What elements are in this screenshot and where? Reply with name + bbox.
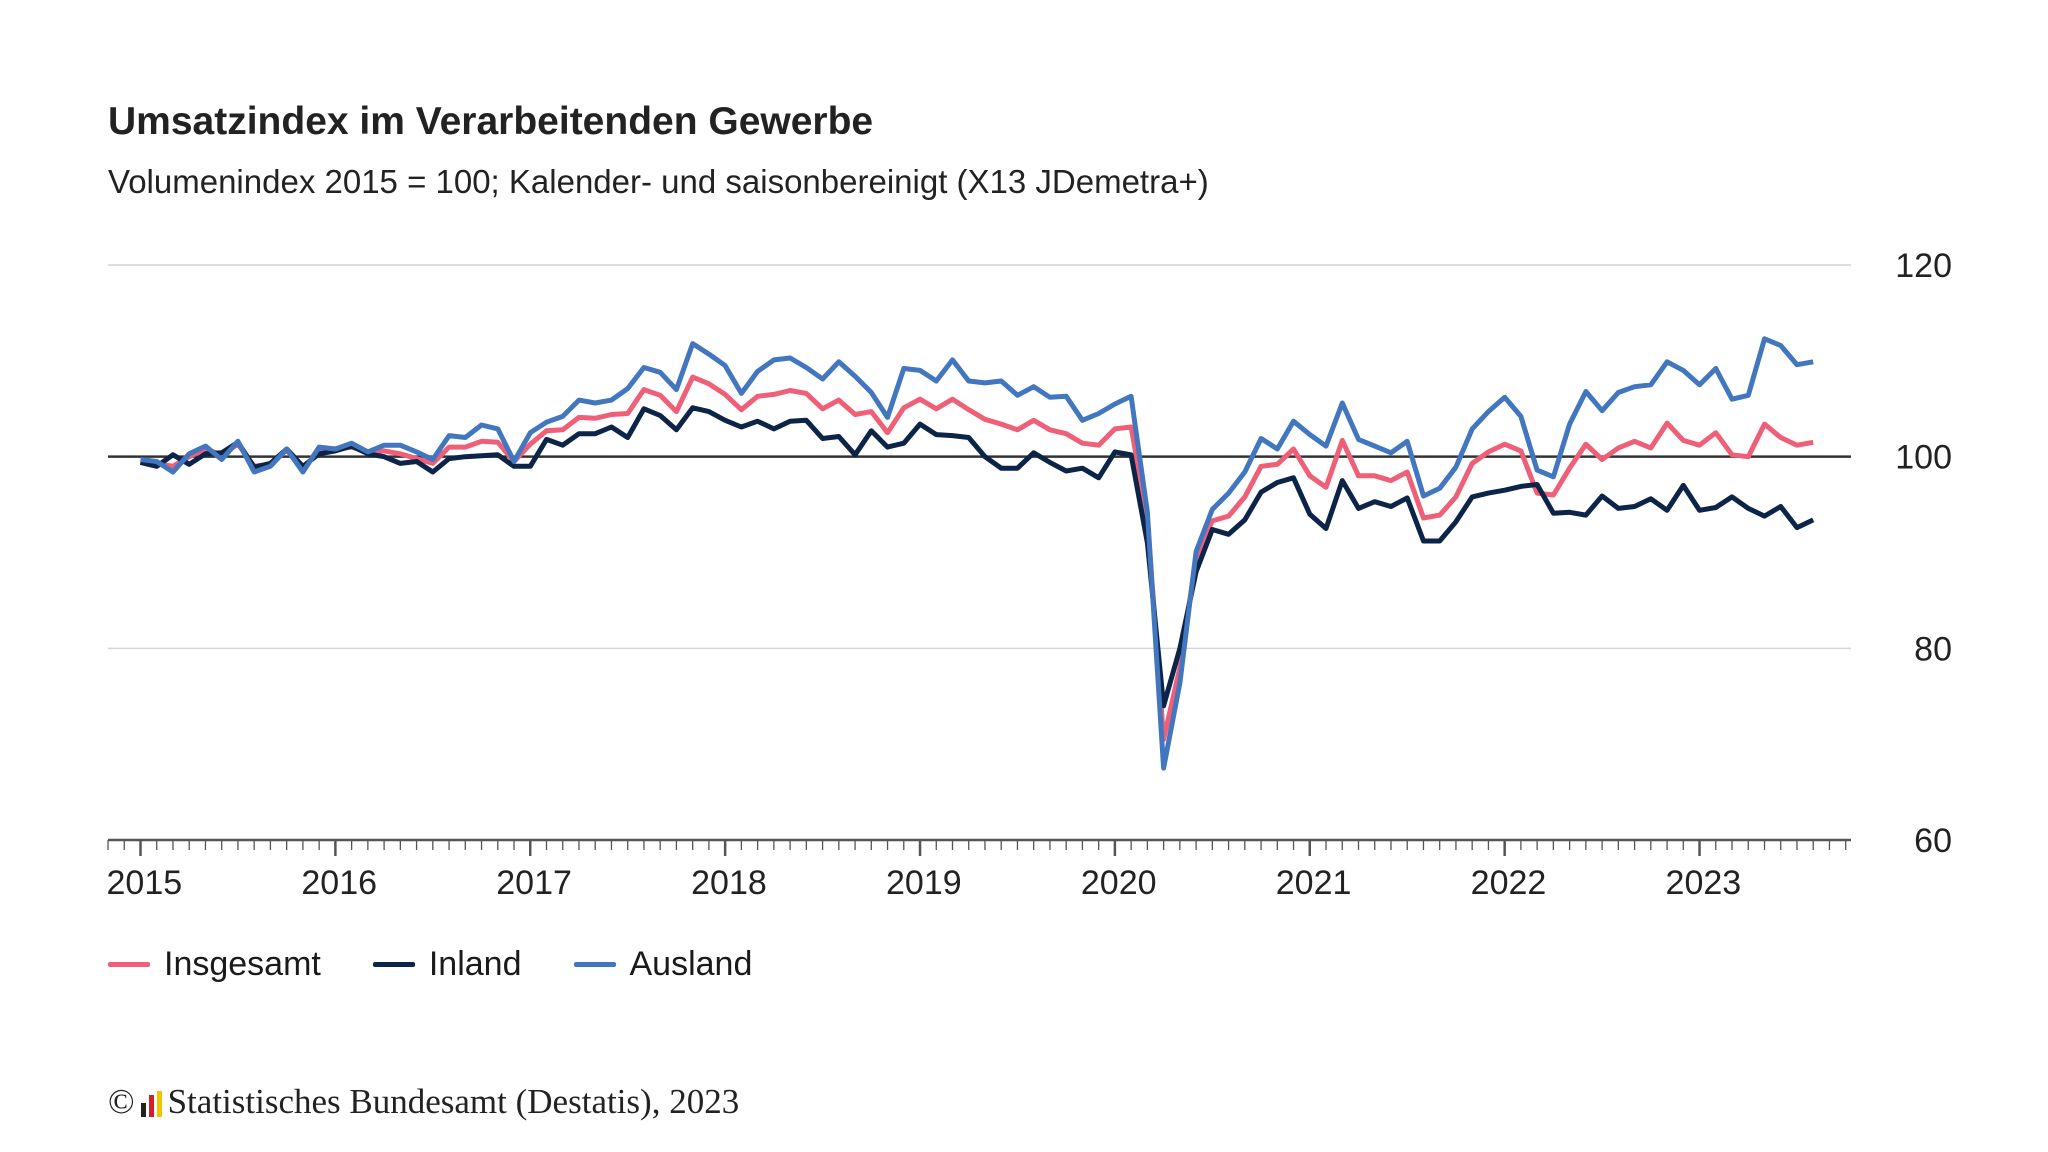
y-tick-label: 120: [1895, 247, 1952, 285]
legend-item-ausland[interactable]: Ausland: [573, 945, 753, 984]
chart-subtitle: Volumenindex 2015 = 100; Kalender- und s…: [108, 163, 1209, 200]
y-tick-label: 60: [1914, 822, 1952, 860]
chart-title: Umsatzindex im Verarbeitenden Gewerbe: [108, 100, 874, 143]
legend-swatch: [108, 962, 150, 967]
legend-label: Inland: [428, 945, 522, 983]
y-tick-label: 100: [1895, 439, 1952, 477]
destatis-logo-icon: [140, 1091, 162, 1117]
legend-label: Insgesamt: [164, 945, 321, 983]
series-line-inland: [139, 405, 1815, 709]
series-line-ausland: [140, 336, 1814, 771]
copyright-symbol: ©: [108, 1082, 135, 1121]
x-axis: [107, 838, 1851, 856]
legend-label: Ausland: [629, 945, 753, 983]
legend-item-inland[interactable]: Inland: [372, 945, 522, 984]
x-tick-label: 2020: [1081, 864, 1157, 902]
x-tick-label: 2021: [1276, 864, 1352, 902]
legend-swatch: [372, 962, 415, 967]
y-axis-labels: 60 80 100 120: [1895, 247, 1952, 860]
gridlines: [108, 264, 1851, 650]
source-text: Statistisches Bundesamt (Destatis), 2023: [167, 1082, 740, 1121]
legend-item-insgesamt[interactable]: Insgesamt: [108, 945, 321, 984]
legend: Insgesamt Inland Ausland: [108, 945, 752, 984]
legend-swatch: [573, 962, 616, 967]
x-tick-label: 2018: [691, 864, 767, 902]
source-footer: © Statistisches Bundesamt (Destatis), 20…: [108, 1082, 739, 1122]
x-tick-label: 2019: [886, 864, 962, 902]
x-tick-label: 2017: [496, 864, 572, 902]
x-tick-label: 2015: [107, 864, 183, 902]
series-lines: [139, 336, 1815, 771]
x-tick-label: 2016: [301, 864, 377, 902]
x-tick-label: 2022: [1471, 864, 1547, 902]
x-tick-label: 2023: [1666, 864, 1742, 902]
x-axis-labels: 2015 2016 2017 2018 2019 2020 2021 2022 2023: [107, 864, 1742, 902]
y-tick-label: 80: [1914, 630, 1952, 668]
series-line-insgesamt: [140, 374, 1814, 742]
